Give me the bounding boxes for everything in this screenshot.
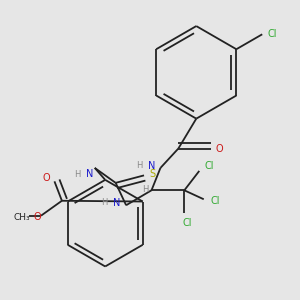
- Text: O: O: [34, 212, 41, 222]
- Text: N: N: [113, 198, 120, 208]
- Text: S: S: [149, 169, 155, 179]
- Text: N: N: [86, 169, 93, 179]
- Text: Cl: Cl: [183, 218, 192, 228]
- Text: CH₃: CH₃: [13, 213, 30, 222]
- Text: N: N: [148, 160, 156, 170]
- Text: O: O: [216, 143, 224, 154]
- Text: H: H: [101, 198, 107, 207]
- Text: Cl: Cl: [204, 161, 214, 171]
- Text: H: H: [142, 185, 148, 194]
- Text: Cl: Cl: [267, 29, 277, 39]
- Text: H: H: [136, 161, 143, 170]
- Text: Cl: Cl: [211, 196, 220, 206]
- Text: O: O: [42, 173, 50, 183]
- Text: H: H: [74, 170, 80, 179]
